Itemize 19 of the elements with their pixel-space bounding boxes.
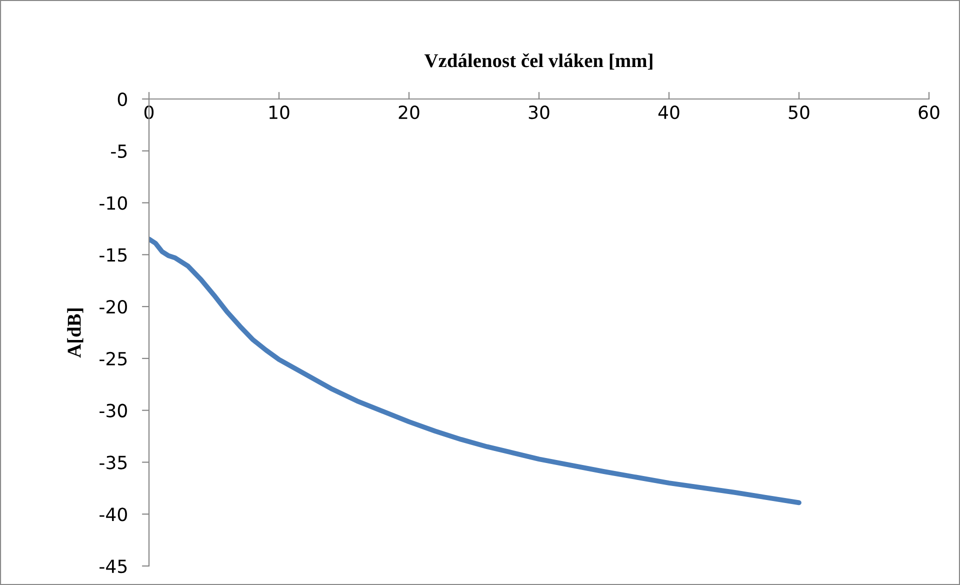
y-tick-label: -15 — [100, 248, 127, 262]
x-tick-label: 40 — [658, 105, 680, 120]
x-tick-label: 60 — [918, 105, 940, 120]
y-tick-label: -45 — [100, 560, 127, 574]
x-axis-title: Vzdálenost čel vláken [mm] — [424, 53, 652, 70]
y-axis-title: A[dB] — [67, 308, 84, 358]
y-tick-label: -30 — [100, 404, 127, 418]
y-tick-label: -20 — [100, 300, 127, 314]
x-tick-label: 20 — [398, 105, 420, 120]
y-tick-label: -40 — [100, 508, 127, 522]
x-tick-label: 50 — [788, 105, 810, 120]
y-tick-label: -25 — [100, 352, 127, 366]
y-tick-label: -10 — [100, 196, 127, 210]
line-series — [149, 236, 802, 506]
y-tick-label: 0 — [118, 92, 127, 106]
x-tick-label: 10 — [269, 105, 290, 120]
y-tick-label: -35 — [100, 456, 127, 470]
y-tick-label: -5 — [111, 144, 127, 158]
x-tick-label: 30 — [528, 105, 550, 120]
